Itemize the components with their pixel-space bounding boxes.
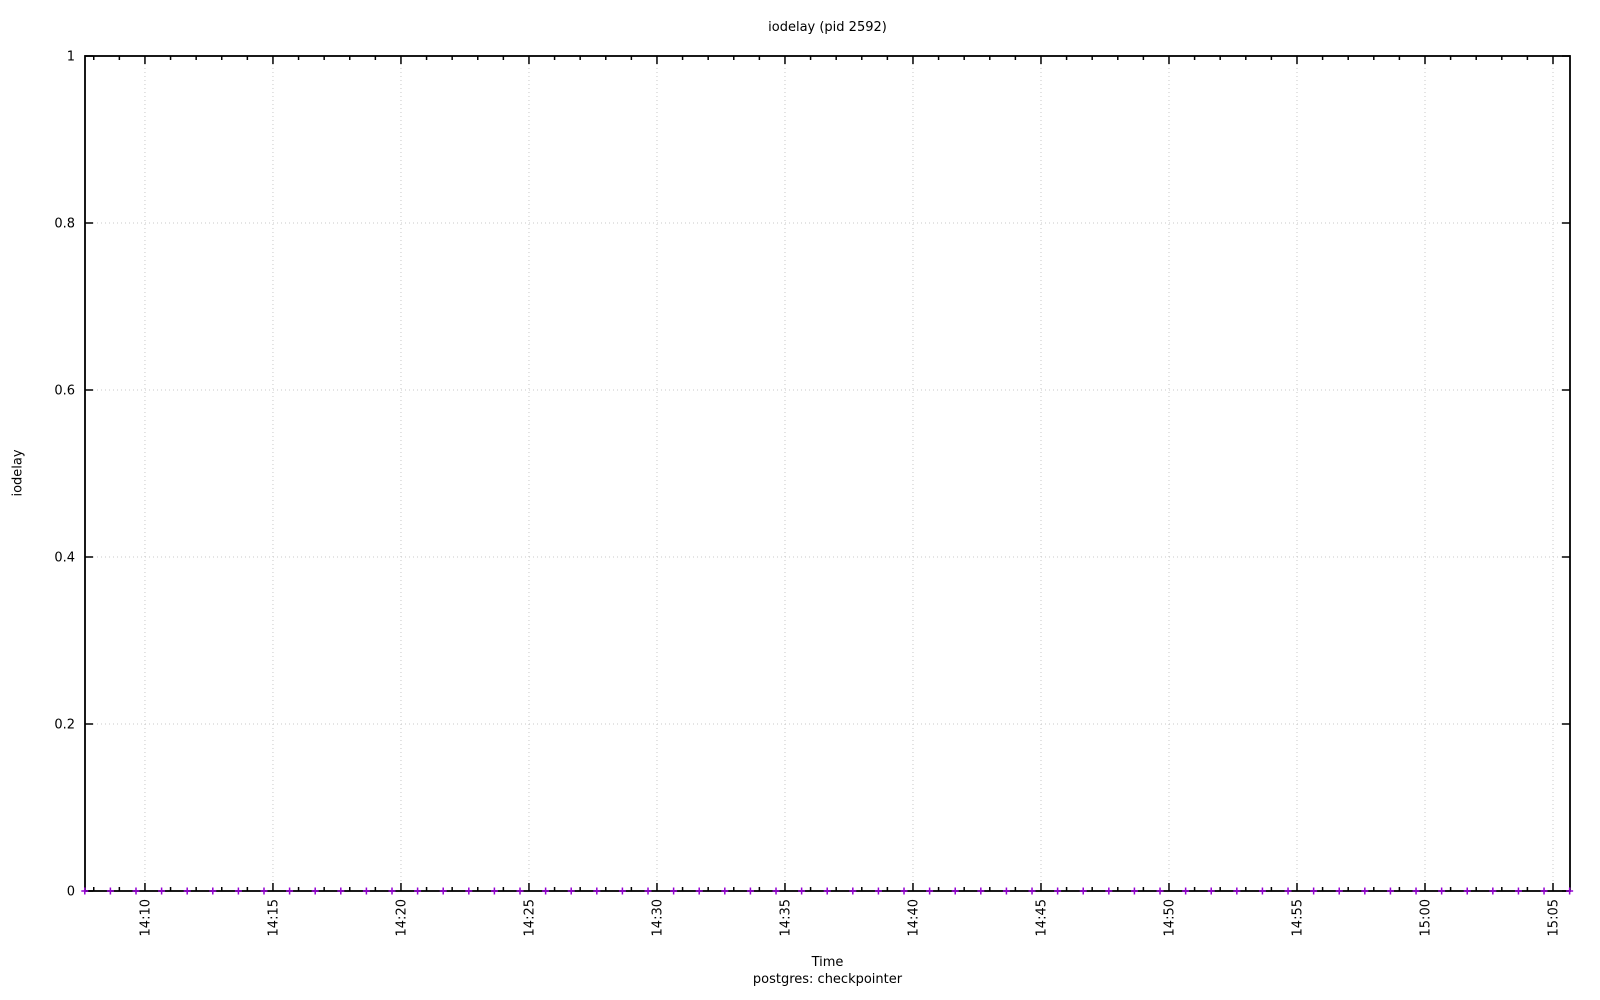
x-tick-label: 14:40 (906, 899, 921, 936)
data-point-marker (183, 887, 191, 895)
data-point-marker (1284, 887, 1292, 895)
data-point-marker (1361, 887, 1369, 895)
x-tick-label: 14:35 (778, 899, 793, 936)
data-point-marker (926, 887, 934, 895)
data-point-marker (721, 887, 729, 895)
y-axis-ticks: 0 0.2 0.4 0.6 0.8 1 (54, 50, 1570, 900)
data-point-marker (439, 887, 447, 895)
data-point-marker (1540, 887, 1548, 895)
data-point-marker (465, 887, 473, 895)
data-point-marker (311, 887, 319, 895)
x-tick-label: 14:45 (1034, 899, 1049, 936)
data-point-marker (81, 887, 89, 895)
data-point-marker (234, 887, 242, 895)
data-point-marker (1130, 887, 1138, 895)
data-points (81, 887, 1574, 895)
data-point-marker (644, 887, 652, 895)
data-point-marker (1233, 887, 1241, 895)
gridlines (85, 56, 1570, 891)
data-point-marker (1386, 887, 1394, 895)
x-tick-label: 15:00 (1418, 899, 1433, 936)
y-tick-label: 0.4 (54, 551, 75, 566)
data-point-marker (209, 887, 217, 895)
data-point-marker (1028, 887, 1036, 895)
data-point-marker (1335, 887, 1343, 895)
data-point-marker (490, 887, 498, 895)
data-point-marker (1054, 887, 1062, 895)
data-point-marker (1156, 887, 1164, 895)
data-point-marker (900, 887, 908, 895)
data-point-marker (695, 887, 703, 895)
data-point-marker (414, 887, 422, 895)
data-point-marker (158, 887, 166, 895)
x-tick-label: 14:25 (522, 899, 537, 936)
data-point-marker (1412, 887, 1420, 895)
data-point-marker (388, 887, 396, 895)
x-tick-label: 14:20 (394, 899, 409, 936)
data-point-marker (670, 887, 678, 895)
y-tick-label: 0.8 (54, 217, 75, 232)
data-point-marker (542, 887, 550, 895)
x-tick-label: 15:05 (1547, 899, 1562, 936)
y-tick-label: 0 (67, 885, 75, 900)
data-point-marker (798, 887, 806, 895)
y-axis-title: iodelay (10, 449, 26, 497)
data-point-marker (1079, 887, 1087, 895)
data-point-marker (1310, 887, 1318, 895)
data-point-marker (874, 887, 882, 895)
data-point-marker (823, 887, 831, 895)
y-tick-label: 0.6 (54, 384, 75, 399)
data-point-marker (1002, 887, 1010, 895)
plot-border (84, 55, 1571, 892)
data-point-marker (516, 887, 524, 895)
x-tick-label: 14:55 (1290, 899, 1305, 936)
x-tick-label: 14:10 (138, 899, 153, 936)
data-point-marker (286, 887, 294, 895)
x-minor-ticks (93, 56, 1554, 891)
data-point-marker (362, 887, 370, 895)
chart-title: iodelay (pid 2592) (768, 20, 887, 35)
y-tick-label: 1 (67, 50, 75, 65)
data-point-marker (1463, 887, 1471, 895)
data-point-marker (593, 887, 601, 895)
x-tick-label: 14:50 (1162, 899, 1177, 936)
data-point-marker (1105, 887, 1113, 895)
data-point-marker (1489, 887, 1497, 895)
x-tick-label: 14:15 (266, 899, 281, 936)
x-axis-title: Time (811, 955, 844, 970)
data-point-marker (1438, 887, 1446, 895)
data-point-marker (132, 887, 140, 895)
data-point-marker (977, 887, 985, 895)
data-point-marker (260, 887, 268, 895)
data-point-marker (1207, 887, 1215, 895)
data-point-marker (618, 887, 626, 895)
data-point-marker (1566, 887, 1574, 895)
data-point-marker (951, 887, 959, 895)
data-point-marker (746, 887, 754, 895)
x-tick-label: 14:30 (650, 899, 665, 936)
data-point-marker (1514, 887, 1522, 895)
x-axis-labels: 14:10 14:15 14:20 14:25 14:30 14:35 14:40 14:45… (138, 899, 1561, 936)
data-point-marker (1258, 887, 1266, 895)
y-tick-label: 0.2 (54, 718, 75, 733)
data-point-marker (849, 887, 857, 895)
data-point-marker (772, 887, 780, 895)
data-point-marker (1182, 887, 1190, 895)
data-point-marker (567, 887, 575, 895)
data-point-marker (106, 887, 114, 895)
series-key-label: postgres: checkpointer (752, 972, 903, 987)
data-point-marker (337, 887, 345, 895)
